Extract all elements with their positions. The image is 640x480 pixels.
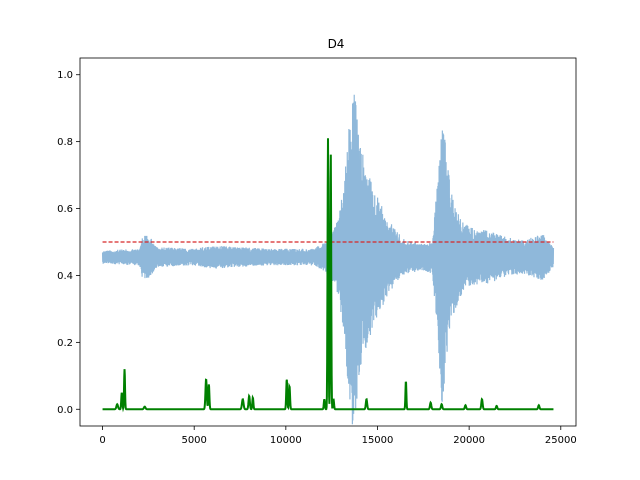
x-tick-label: 5000	[181, 435, 206, 446]
chart-title: D4	[328, 37, 345, 51]
detection-series-line	[102, 138, 554, 413]
x-tick-label: 0	[99, 435, 105, 446]
x-tick-label: 20000	[453, 435, 485, 446]
y-axis: 0.0 0.2 0.4 0.6 0.8 1.0	[57, 70, 80, 416]
plot-area	[101, 94, 555, 425]
x-axis: 0 5000 10000 15000 20000 25000	[99, 426, 577, 446]
y-tick-label: 1.0	[57, 70, 73, 81]
y-tick-label: 0.0	[57, 405, 73, 416]
x-tick-label: 25000	[545, 435, 577, 446]
y-tick-label: 0.6	[57, 204, 73, 215]
x-tick-label: 15000	[362, 435, 394, 446]
plot-frame	[79, 57, 577, 427]
y-tick-label: 0.2	[57, 338, 73, 349]
x-tick-label: 10000	[270, 435, 302, 446]
y-tick-label: 0.4	[57, 271, 73, 282]
y-tick-label: 0.8	[57, 137, 73, 148]
